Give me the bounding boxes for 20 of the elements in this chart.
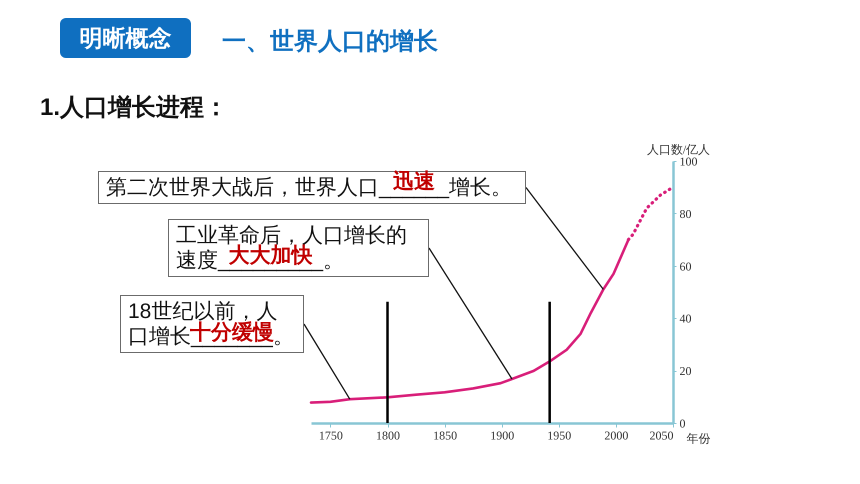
y-tick-label: 60 <box>680 259 692 274</box>
x-tick-label: 2000 <box>604 428 628 442</box>
y-tick-label: 80 <box>680 206 692 221</box>
x-axis-title: 年份 <box>686 432 710 446</box>
y-tick-label: 40 <box>680 312 692 326</box>
x-tick-label: 2050 <box>650 428 674 442</box>
chart-subtitle: 1.人口增长进程： <box>40 93 228 123</box>
annotation: 大大加快 <box>228 244 313 268</box>
y-tick-label: 0 <box>680 416 686 430</box>
x-tick-label: 1950 <box>547 428 572 442</box>
y-tick-label: 100 <box>680 154 698 168</box>
x-tick-label: 1900 <box>490 428 514 442</box>
chart-title: 一、世界人口的增长 <box>222 27 438 57</box>
x-tick-label: 1800 <box>376 428 400 442</box>
header-badge: 明晰概念 <box>60 18 191 58</box>
x-tick-label: 1750 <box>318 428 343 442</box>
annotation: 迅速 <box>393 169 436 194</box>
y-axis-title: 人口数/亿人 <box>646 142 710 156</box>
x-tick-label: 1850 <box>433 428 458 442</box>
y-tick-label: 20 <box>680 364 692 378</box>
